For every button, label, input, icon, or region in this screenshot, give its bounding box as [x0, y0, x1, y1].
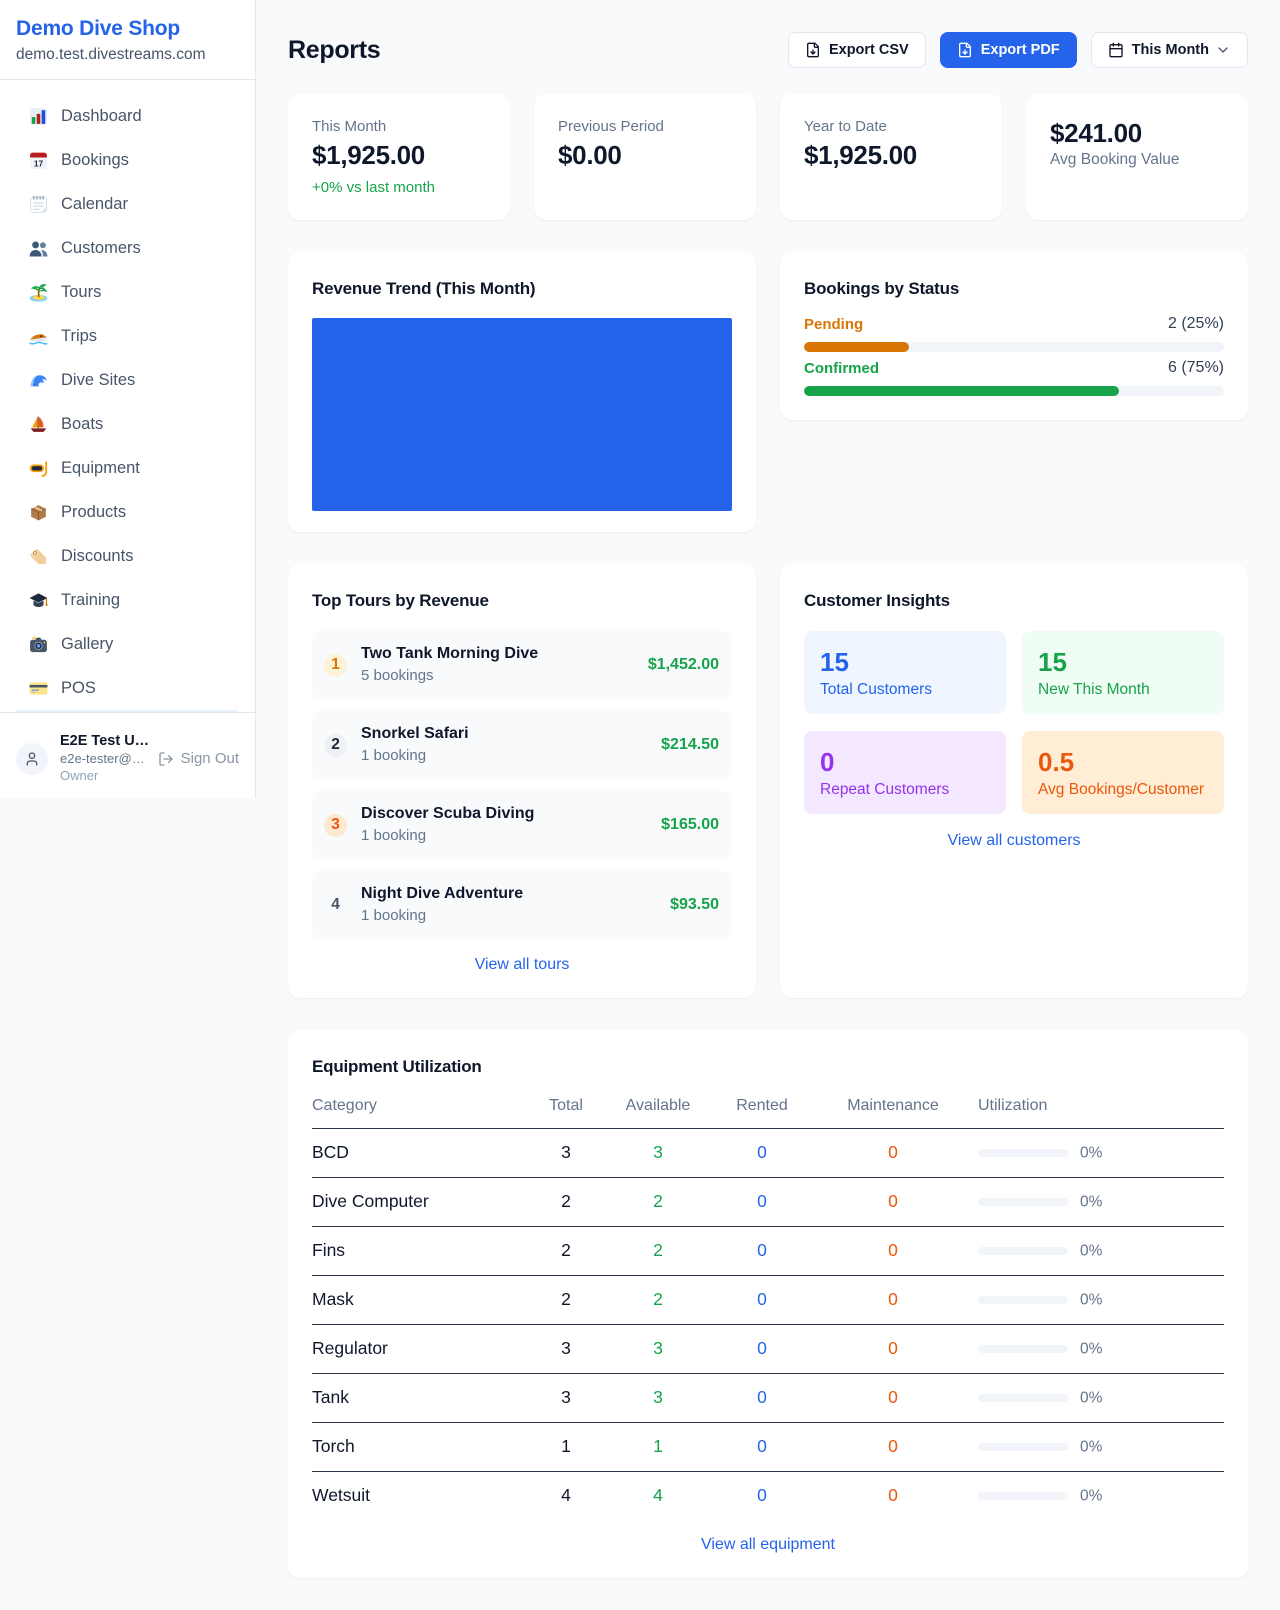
- svg-text:17: 17: [34, 158, 44, 168]
